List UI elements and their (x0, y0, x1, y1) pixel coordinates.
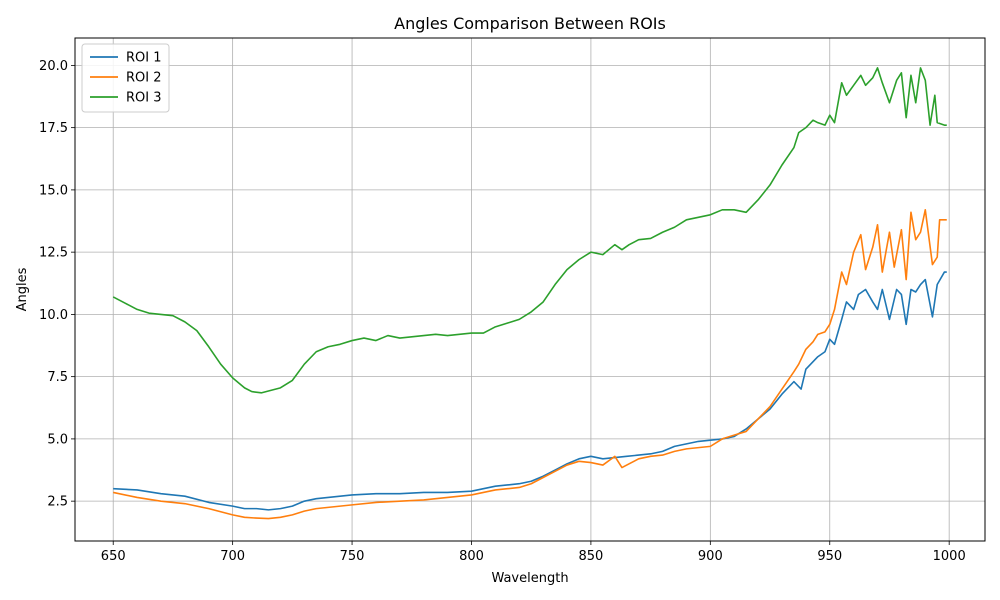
y-tick-label: 12.5 (39, 246, 68, 261)
legend-label-roi-1: ROI 1 (126, 51, 162, 66)
x-tick-label: 1000 (933, 549, 966, 564)
x-tick-label: 850 (578, 549, 603, 564)
x-tick-label: 700 (220, 549, 245, 564)
x-axis-label: Wavelength (491, 571, 568, 586)
y-axis-ticks: 2.5 5.0 7.5 10.0 12.5 15.0 17.5 20.0 (39, 59, 75, 510)
y-tick-label: 15.0 (39, 183, 68, 198)
plot-frame (74, 37, 986, 542)
y-tick-label: 2.5 (47, 495, 68, 510)
y-tick-label: 5.0 (47, 432, 68, 447)
legend-box (81, 43, 170, 113)
chart-title: Angles Comparison Between ROIs (394, 14, 666, 33)
x-axis-ticks: 650 700 750 800 850 900 950 1000 (101, 541, 966, 564)
y-tick-label: 7.5 (47, 370, 68, 385)
legend: ROI 1 ROI 2 ROI 3 (81, 43, 170, 113)
x-tick-label: 800 (459, 549, 484, 564)
y-tick-label: 17.5 (39, 121, 68, 136)
series-line-roi-3 (112, 67, 947, 394)
series-line-roi-2 (113, 209, 947, 520)
y-tick-label: 10.0 (39, 308, 68, 323)
y-tick-label: 20.0 (39, 59, 68, 74)
y-axis-label: Angles (15, 267, 30, 311)
series-line-roi-1 (113, 271, 947, 511)
x-tick-label: 750 (340, 549, 365, 564)
x-tick-label: 650 (101, 549, 126, 564)
x-tick-label: 950 (817, 549, 842, 564)
series-layer (112, 67, 947, 520)
x-tick-label: 900 (698, 549, 723, 564)
legend-label-roi-2: ROI 2 (126, 71, 162, 86)
legend-label-roi-3: ROI 3 (126, 91, 162, 106)
grid-lines (75, 38, 985, 541)
